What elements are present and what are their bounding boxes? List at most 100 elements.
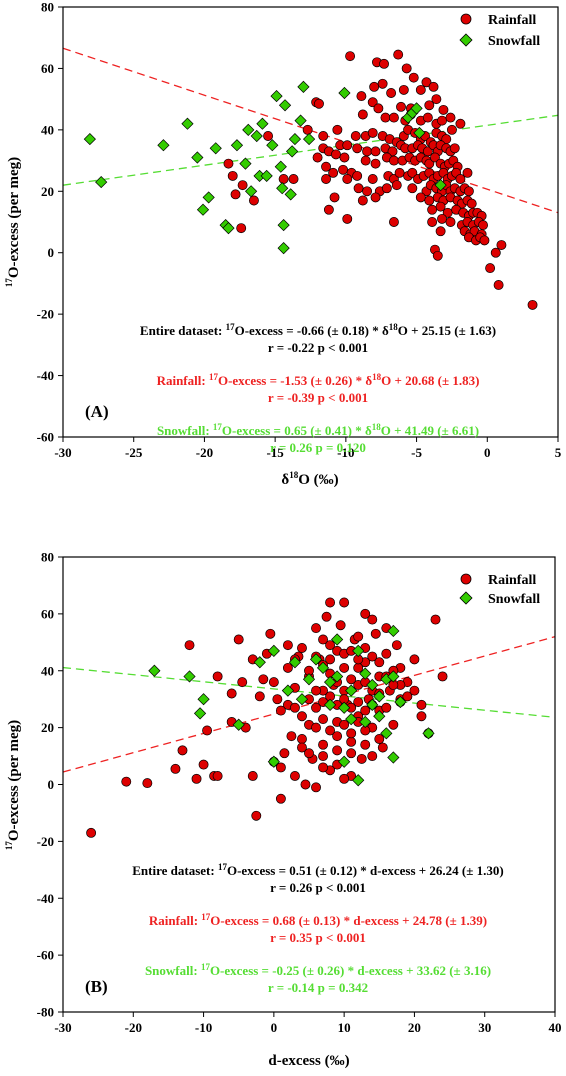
snowfall-point	[413, 126, 426, 140]
rainfall-point	[342, 174, 353, 184]
rainfall-point	[496, 240, 507, 250]
snowfall-point	[253, 656, 266, 669]
rainfall-point	[416, 711, 427, 722]
rainfall-point	[251, 810, 262, 821]
x-axis-title: d-excess (‰)	[268, 1053, 349, 1069]
equations: Entire dataset: 17O-excess = -0.66 (± 0.…	[140, 322, 496, 455]
rainfall-point	[360, 155, 371, 166]
rainfall-point	[346, 728, 357, 739]
rainfall-point	[311, 623, 321, 634]
rainfall-point	[367, 751, 378, 762]
panel-b: -30 -20 -10 0 10 20 30 40-80-60-40-20020406080 …	[4, 550, 562, 1070]
snowfall-point	[197, 693, 210, 706]
rainfall-point	[374, 657, 385, 668]
rainfall-point	[237, 180, 248, 191]
snowfall-point	[309, 653, 323, 666]
rainfall-point	[318, 131, 329, 141]
rainfall-point	[311, 782, 321, 793]
x-tick-label: 20	[408, 1020, 421, 1035]
rainfall-point	[446, 124, 457, 135]
equation-line: Snowfall: 17O-excess = -0.25 (± 0.26) * …	[145, 962, 491, 978]
rainfall-point	[342, 140, 353, 151]
rainfall-point	[321, 611, 332, 622]
rainfall-point	[288, 174, 299, 184]
snowfall-point	[239, 157, 252, 170]
rainfall-point	[325, 640, 336, 651]
x-tick-label: -10	[337, 445, 354, 460]
snowfall-point	[410, 102, 423, 115]
rainfall-point	[430, 152, 440, 163]
rainfall-point	[227, 170, 238, 181]
rainfall-point	[339, 719, 350, 730]
panel-label: (B)	[85, 977, 108, 996]
snowfall-point	[222, 222, 235, 235]
plot-area-frame	[62, 6, 559, 438]
rainfall-point	[490, 247, 501, 258]
rainfall-fit-line	[62, 636, 556, 773]
rainfall-point	[352, 143, 363, 154]
rainfall-point	[314, 98, 324, 109]
rainfall-point	[356, 753, 367, 764]
snowfall-point	[286, 145, 299, 158]
y-tick-label: -40	[37, 368, 54, 383]
snowfall-point	[373, 690, 386, 703]
snowfall-point	[302, 673, 316, 686]
x-tick-label: -25	[125, 445, 143, 460]
rainfall-point	[247, 771, 258, 781]
rainfall-point	[312, 152, 323, 163]
rainfall-point	[339, 152, 350, 163]
rainfall-point	[357, 195, 368, 206]
snowfall-point	[387, 670, 400, 683]
snowfall-point	[288, 656, 302, 669]
rainfall-point	[191, 773, 202, 784]
rainfall-point	[393, 49, 404, 60]
rainfall-point	[318, 762, 329, 773]
snowfall-point	[331, 670, 344, 683]
y-tick-label: -60	[37, 430, 54, 445]
rainfall-point	[282, 662, 293, 673]
snowfall-point	[284, 188, 297, 201]
rainfall-point	[415, 192, 426, 203]
rainfall-point	[370, 628, 381, 639]
rainfall-point	[282, 640, 293, 651]
y-tick-label: -60	[37, 948, 54, 963]
rainfall-point	[466, 198, 477, 209]
rainfall-point	[367, 651, 378, 662]
snowfall-fit-line	[62, 114, 559, 186]
rainfall-point	[437, 115, 447, 126]
rainfall-point	[485, 263, 496, 274]
rainfall-point	[360, 739, 371, 750]
rainfall-point	[352, 170, 363, 181]
rainfall-point	[360, 608, 371, 619]
snowfall-point	[345, 712, 358, 726]
rainfall-point	[275, 793, 286, 804]
equation-stats: r = 0.26 p = 0.120	[270, 440, 366, 455]
snowfall-point	[274, 160, 287, 173]
rainfall-point	[212, 771, 223, 781]
legend-label-rainfall: Rainfall	[488, 13, 536, 28]
snowfall-point	[267, 644, 280, 657]
x-tick-label: 10	[338, 1020, 351, 1035]
legend: Rainfall Snowfall	[459, 573, 540, 607]
snowfall-point	[338, 701, 351, 714]
rainfall-point	[346, 736, 357, 747]
rainfall-point	[332, 745, 343, 756]
rainfall-point	[265, 628, 276, 639]
legend-label-rainfall: Rainfall	[488, 573, 536, 588]
equation-line: Rainfall: 17O-excess = -1.53 (± 0.26) * …	[157, 372, 480, 388]
rainfall-point	[331, 149, 341, 160]
rainfall-point	[479, 235, 490, 246]
rainfall-point	[377, 78, 388, 89]
x-tick-label: -20	[196, 445, 213, 460]
snowfall-point	[157, 139, 170, 152]
rainfall-point	[325, 654, 336, 665]
rainfall-point	[422, 112, 433, 123]
rainfall-point	[346, 748, 357, 759]
rainfall-point	[177, 745, 188, 756]
rainfall-point	[272, 694, 283, 705]
x-axis-title: δ18O (‰)	[281, 470, 338, 488]
x-tick-label: 30	[478, 1020, 491, 1035]
rainfall-point	[170, 763, 181, 774]
rainfall-point	[431, 94, 442, 105]
legend-label-snowfall: Snowfall	[488, 592, 540, 607]
